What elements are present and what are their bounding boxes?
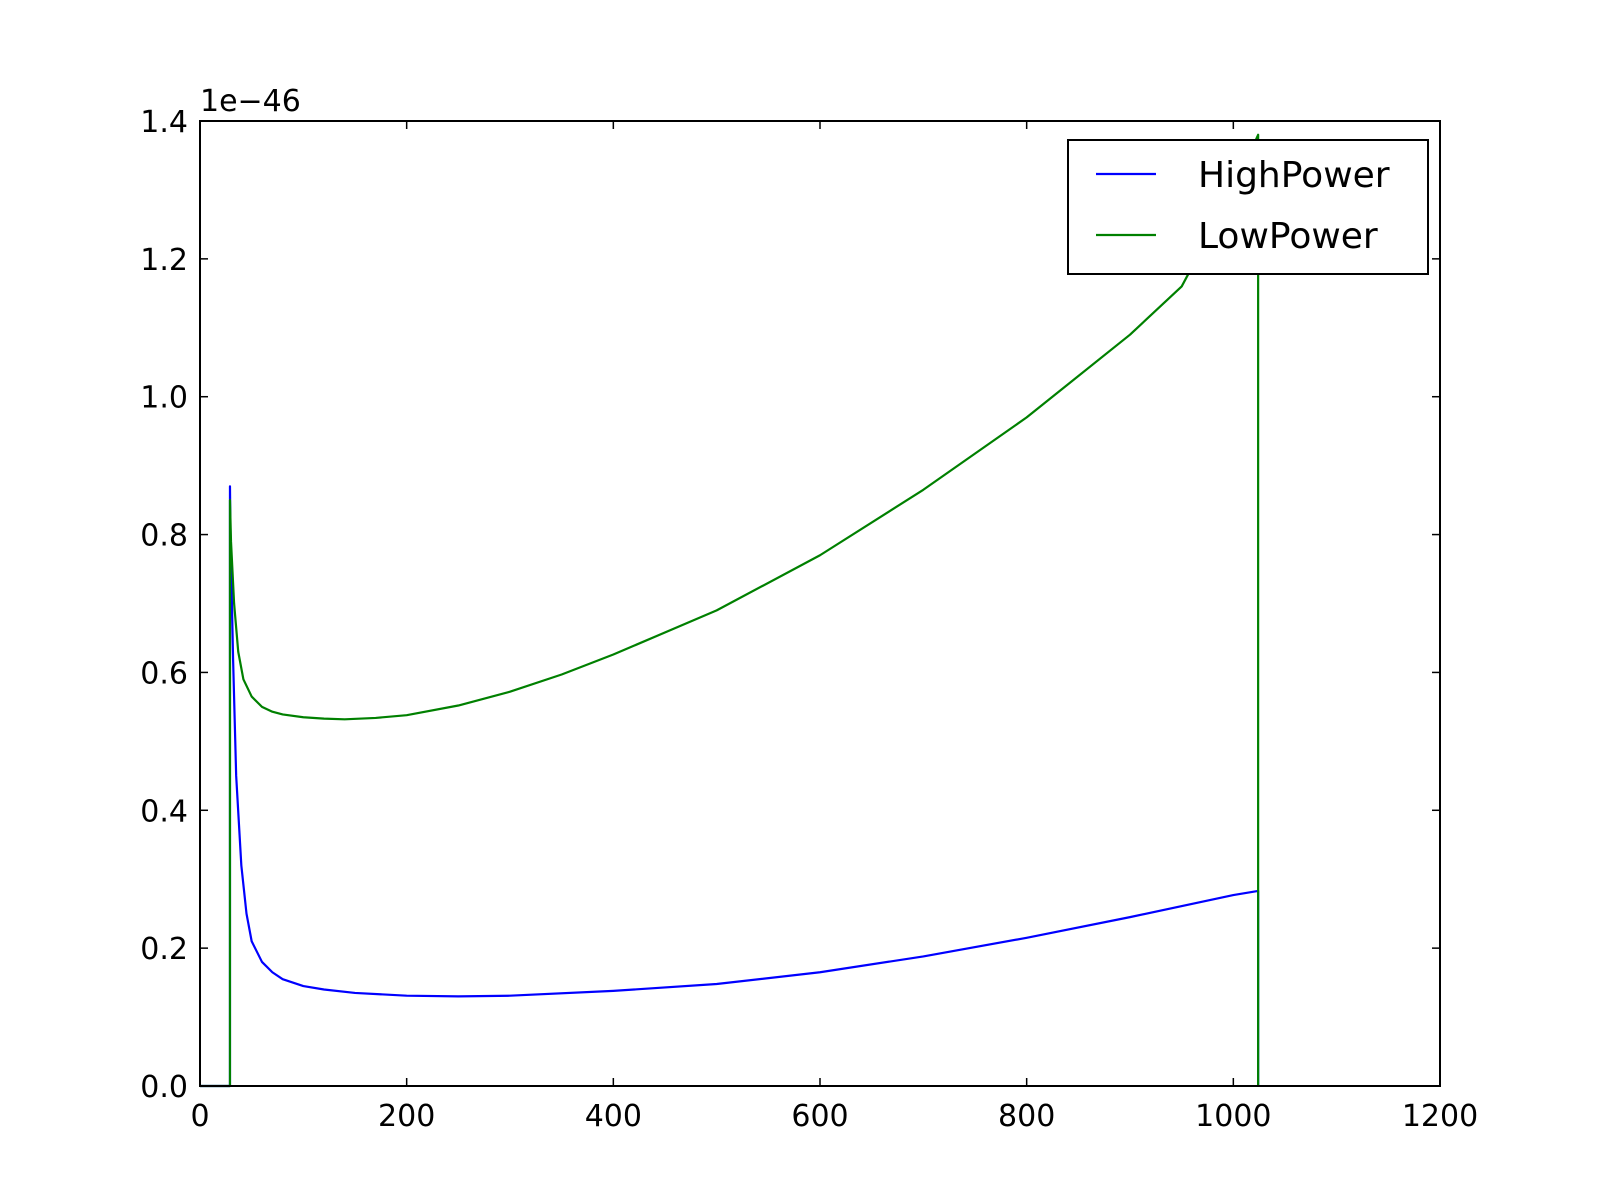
x-tick-label: 1200	[1402, 1099, 1478, 1134]
y-tick-label: 1.4	[140, 105, 188, 140]
y-tick-label: 0.8	[140, 519, 188, 554]
x-tick-label: 800	[998, 1099, 1055, 1134]
y-tick-label: 0.2	[140, 932, 188, 967]
y-tick-label: 1.2	[140, 243, 188, 278]
plot-area-frame	[199, 120, 1441, 1087]
y-tick-label: 0.4	[140, 794, 188, 829]
legend-label-highpower: HighPower	[1198, 155, 1390, 196]
y-tick-label: 0.6	[140, 656, 188, 691]
y-tick-label: 1.0	[140, 381, 188, 416]
y-tick-label: 0.0	[140, 1070, 188, 1105]
x-tick-label: 1000	[1195, 1099, 1271, 1134]
legend-label-lowpower: LowPower	[1198, 216, 1378, 257]
x-tick-label: 0	[190, 1099, 209, 1134]
legend-box	[1067, 139, 1429, 275]
x-tick-label: 200	[378, 1099, 435, 1134]
x-tick-label: 600	[791, 1099, 848, 1134]
legend: HighPower LowPower	[1067, 139, 1429, 275]
x-tick-label: 400	[585, 1099, 642, 1134]
series-line-lowpower	[200, 133, 1260, 1088]
y-offset-label: 1e−46	[200, 84, 301, 119]
ticks-layer: 0 200 400 600 800 1000 1200 0.0 0.2 0.4 0.6 0.8 1.0 1…	[140, 105, 1478, 1134]
series-line-highpower	[200, 485, 1260, 1088]
series-layer	[200, 133, 1260, 1088]
